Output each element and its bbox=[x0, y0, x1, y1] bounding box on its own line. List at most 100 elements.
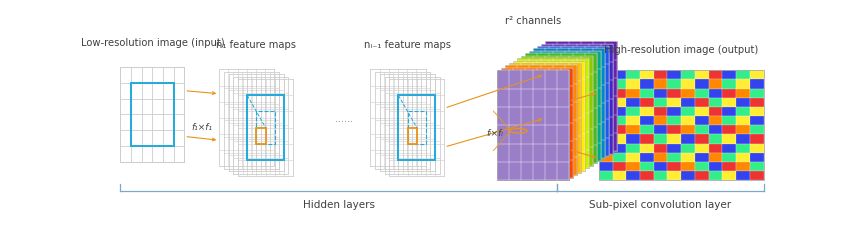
Bar bbox=[695, 116, 708, 125]
Bar bbox=[750, 144, 764, 153]
Bar bbox=[626, 116, 640, 125]
Bar bbox=[626, 125, 640, 135]
Bar bbox=[537, 46, 609, 156]
Bar bbox=[517, 58, 589, 168]
Bar bbox=[654, 144, 668, 153]
Bar bbox=[708, 144, 722, 153]
Bar bbox=[695, 89, 708, 98]
Bar bbox=[708, 162, 722, 171]
Bar bbox=[736, 162, 750, 171]
Bar bbox=[399, 95, 435, 160]
Bar bbox=[750, 79, 764, 89]
Bar bbox=[613, 162, 626, 171]
Bar bbox=[695, 171, 708, 180]
Bar bbox=[681, 98, 695, 107]
Bar bbox=[370, 70, 426, 166]
Bar bbox=[736, 89, 750, 98]
Bar bbox=[599, 135, 613, 144]
Text: nₗ₋₁ feature maps: nₗ₋₁ feature maps bbox=[364, 40, 451, 50]
Bar bbox=[695, 70, 708, 79]
Bar bbox=[722, 144, 736, 153]
Bar bbox=[668, 116, 681, 125]
Bar bbox=[654, 107, 668, 116]
Bar bbox=[626, 89, 640, 98]
Bar bbox=[599, 144, 613, 153]
Bar bbox=[640, 70, 654, 79]
Bar bbox=[668, 153, 681, 162]
Bar bbox=[750, 70, 764, 79]
Bar bbox=[385, 77, 440, 174]
Bar bbox=[533, 48, 605, 158]
Bar bbox=[613, 89, 626, 98]
Bar bbox=[640, 79, 654, 89]
Bar bbox=[722, 98, 736, 107]
Text: High-resolution image (output): High-resolution image (output) bbox=[604, 45, 759, 55]
Bar bbox=[708, 79, 722, 89]
Bar bbox=[640, 125, 654, 135]
Bar bbox=[613, 144, 626, 153]
Bar bbox=[668, 98, 681, 107]
Bar bbox=[668, 171, 681, 180]
Bar bbox=[708, 153, 722, 162]
Bar bbox=[389, 79, 445, 176]
Bar bbox=[681, 89, 695, 98]
Bar bbox=[121, 67, 185, 162]
Bar bbox=[613, 171, 626, 180]
Bar bbox=[654, 125, 668, 135]
Bar bbox=[736, 153, 750, 162]
Bar bbox=[668, 144, 681, 153]
Bar bbox=[599, 79, 613, 89]
Bar bbox=[257, 112, 275, 144]
Bar bbox=[736, 144, 750, 153]
Bar bbox=[509, 63, 581, 173]
Bar bbox=[695, 135, 708, 144]
Bar bbox=[229, 74, 284, 171]
Bar bbox=[750, 89, 764, 98]
Bar bbox=[238, 79, 293, 176]
Bar bbox=[380, 74, 435, 171]
Bar bbox=[750, 162, 764, 171]
Bar bbox=[407, 128, 417, 144]
Bar bbox=[750, 116, 764, 125]
Bar bbox=[654, 98, 668, 107]
Bar bbox=[750, 135, 764, 144]
Bar bbox=[668, 125, 681, 135]
Bar bbox=[695, 107, 708, 116]
Bar bbox=[599, 107, 613, 116]
Bar bbox=[613, 107, 626, 116]
Bar bbox=[626, 144, 640, 153]
Bar bbox=[681, 116, 695, 125]
Bar bbox=[219, 70, 274, 166]
Bar bbox=[389, 79, 445, 176]
Bar bbox=[640, 144, 654, 153]
Bar bbox=[626, 98, 640, 107]
Bar bbox=[497, 70, 569, 180]
Bar bbox=[708, 89, 722, 98]
Text: Low-resolution image (input): Low-resolution image (input) bbox=[81, 38, 225, 48]
Bar bbox=[654, 153, 668, 162]
Bar bbox=[238, 79, 293, 176]
Bar bbox=[613, 79, 626, 89]
Bar bbox=[695, 153, 708, 162]
Bar bbox=[613, 70, 626, 79]
Bar bbox=[681, 144, 695, 153]
Bar bbox=[626, 135, 640, 144]
Bar bbox=[708, 107, 722, 116]
Bar bbox=[513, 61, 584, 171]
Bar bbox=[654, 171, 668, 180]
Bar bbox=[736, 171, 750, 180]
Text: fₗ×fₗ: fₗ×fₗ bbox=[486, 129, 503, 138]
Bar bbox=[722, 116, 736, 125]
Bar bbox=[229, 74, 284, 171]
Bar bbox=[708, 135, 722, 144]
Bar bbox=[668, 107, 681, 116]
Bar bbox=[722, 79, 736, 89]
Bar bbox=[722, 162, 736, 171]
Bar bbox=[736, 98, 750, 107]
Bar bbox=[219, 70, 274, 166]
Bar bbox=[722, 171, 736, 180]
Bar bbox=[681, 70, 695, 79]
Bar bbox=[750, 171, 764, 180]
Bar bbox=[668, 89, 681, 98]
Bar bbox=[505, 65, 577, 176]
